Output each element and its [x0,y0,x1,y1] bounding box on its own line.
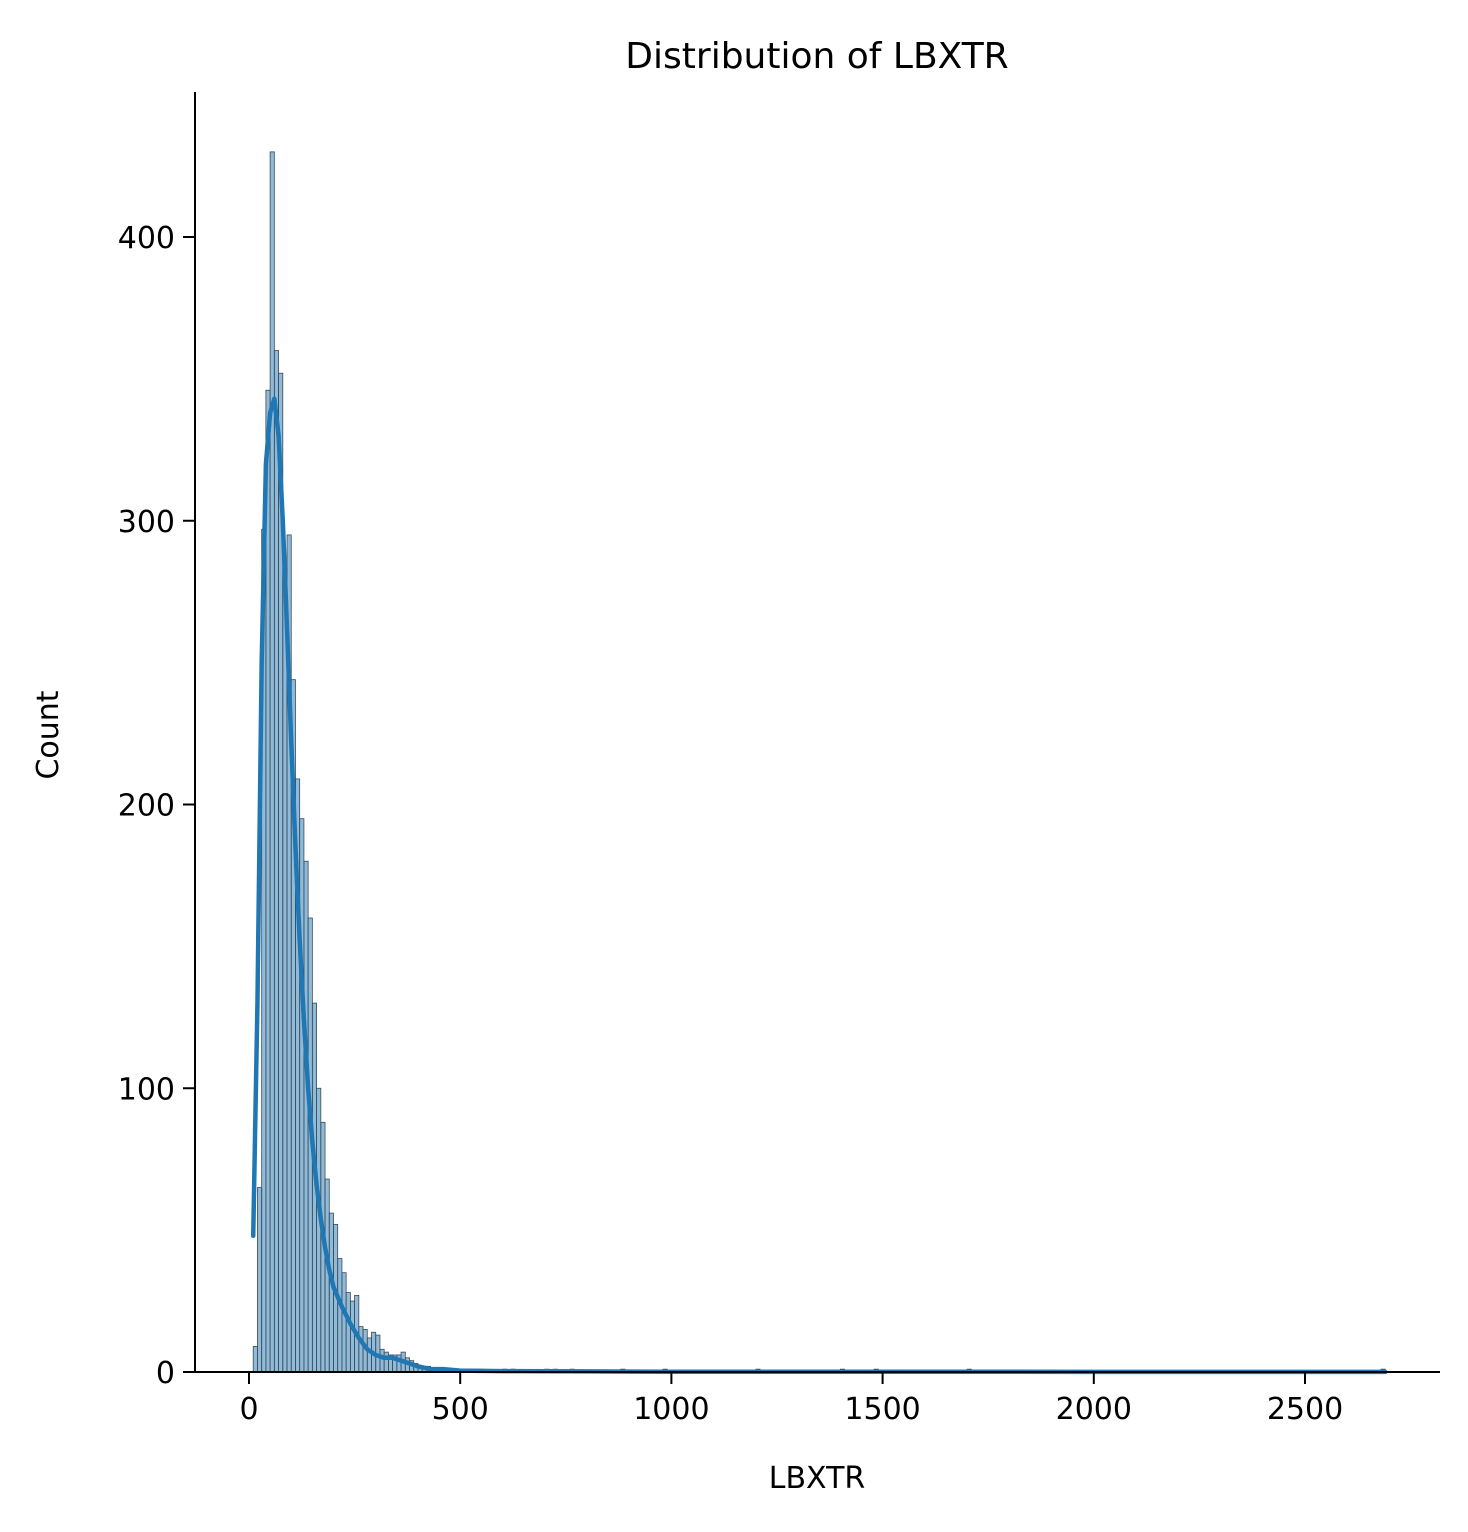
x-tick-label: 0 [239,1392,258,1427]
histogram-bar [273,350,279,1373]
y-tick-label: 0 [156,1356,175,1391]
histogram-bar [349,1300,356,1373]
histogram-bar [337,1258,343,1373]
histogram-bar [345,1292,351,1373]
histogram-bar [303,860,309,1373]
y-tick-label: 300 [118,505,175,540]
bars-group [252,151,1386,1373]
y-tick-label: 400 [118,221,175,256]
chart-title: Distribution of LBXTR [625,36,1008,77]
histogram-bar [269,151,275,1373]
x-axis-label: LBXTR [769,1461,866,1496]
histogram-bar [328,1212,334,1373]
x-tick-label: 500 [432,1392,489,1427]
y-ticks: 0 100 200 300 400 [118,221,195,1391]
histogram-bar [341,1272,347,1373]
x-tick-label: 2000 [1056,1392,1132,1427]
histogram-bar [257,1187,263,1373]
x-tick-label: 2500 [1267,1392,1343,1427]
histogram-bar [379,1348,385,1373]
y-axis-label: Count [31,690,66,779]
histogram-bar [252,1346,258,1373]
histogram-bar [282,568,288,1373]
histogram-bar [358,1326,364,1373]
x-ticks: 0 500 1000 1500 2000 2500 [239,1372,1343,1427]
y-tick-label: 200 [118,789,175,824]
histogram-bar [316,1087,322,1373]
x-tick-label: 1500 [844,1392,920,1427]
histogram-bar [366,1337,372,1373]
y-tick-label: 100 [118,1072,175,1107]
kde-curve [250,396,1388,1375]
x-tick-label: 1000 [633,1392,709,1427]
histogram-bar [299,818,305,1373]
histogram-bar [383,1351,389,1373]
